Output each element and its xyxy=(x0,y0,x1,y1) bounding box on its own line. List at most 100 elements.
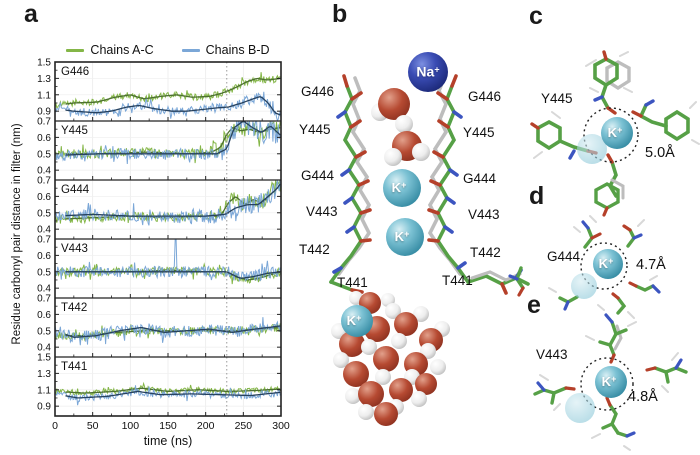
running-average-Chains B-D xyxy=(65,96,281,116)
y-tick-label: 0.5 xyxy=(37,267,51,278)
filter-distance-chart: 0.9 1.1 1.3 1.5 G446 0.4 0.5 0.6 0.7 Y445 0.4 0.5 0.… xyxy=(37,58,290,449)
na-ion-sphere xyxy=(408,52,448,92)
y-tick-label: 0.4 xyxy=(37,166,51,177)
panel-c-residue-label: Y445 xyxy=(541,91,573,106)
y-tick-label: 1.3 xyxy=(37,369,51,380)
y-tick-label: 1.5 xyxy=(37,353,51,364)
x-axis-label: time (ns) xyxy=(144,434,193,448)
panel-a-label: a xyxy=(24,0,38,28)
residue-label-left-g444: G444 xyxy=(301,168,335,183)
y-tick-label: 0.5 xyxy=(37,208,51,219)
y-tick-label: 1.1 xyxy=(37,90,51,101)
running-average-Chains B-D xyxy=(65,325,281,338)
series-Chains B-D xyxy=(54,238,282,283)
subplot-residue-label: T441 xyxy=(61,361,87,373)
filter-left-chain xyxy=(329,74,372,294)
panel-e-label: e xyxy=(527,291,541,319)
panel-e-residue-label: V443 xyxy=(536,347,568,362)
running-average-Chains B-D xyxy=(65,183,281,217)
k-ion-sphere-cavity xyxy=(341,305,373,337)
running-average-Chains B-D xyxy=(65,271,281,279)
y-tick-label: 0.9 xyxy=(37,107,51,118)
panel-e-coordination xyxy=(565,357,634,423)
k-ion-label-s2: K+ xyxy=(391,180,407,196)
residue-label-right-v443: V443 xyxy=(468,207,500,222)
legend-swatch-blue xyxy=(181,48,200,52)
residue-label-left-t441: T441 xyxy=(337,275,368,290)
running-average-Chains B-D xyxy=(65,390,281,399)
x-tick-label: 50 xyxy=(87,420,99,432)
panel-c-coordination xyxy=(577,107,639,164)
residue-label-right-y445: Y445 xyxy=(463,125,495,140)
series-Chains B-D xyxy=(54,317,282,346)
panel-d-sticks xyxy=(508,178,661,319)
panel-d-coordination xyxy=(571,242,628,299)
y-tick-label: 0.4 xyxy=(37,343,51,354)
y-tick-label: 0.4 xyxy=(37,225,51,236)
y-tick-label: 1.1 xyxy=(37,385,51,396)
chart-legend: Chains A-C Chains B-D xyxy=(55,43,281,57)
y-tick-label: 0.6 xyxy=(37,133,51,144)
residue-label-right-g446: G446 xyxy=(468,89,502,104)
y-tick-label: 0.5 xyxy=(37,326,51,337)
legend-label-chains-ac: Chains A-C xyxy=(90,43,154,57)
series-Chains B-D xyxy=(54,91,282,122)
y-tick-label: 0.7 xyxy=(37,235,51,246)
y-tick-label: 0.6 xyxy=(37,251,51,262)
running-average-Chains A-C xyxy=(65,387,281,394)
subplot-residue-label: Y445 xyxy=(61,125,88,137)
panel-c-label: c xyxy=(529,2,543,30)
residue-label-left-g446: G446 xyxy=(301,84,335,99)
y-tick-label: 0.4 xyxy=(37,284,51,295)
k-ion-sphere-s2 xyxy=(383,169,421,207)
running-average-Chains A-C xyxy=(65,77,281,105)
na-ion-label: Na+ xyxy=(416,63,440,80)
subplot-residue-label: G446 xyxy=(61,66,89,78)
panel-c-distance-label: 5.0Å xyxy=(645,145,675,161)
subplot-residue-label: T442 xyxy=(61,302,87,314)
y-tick-label: 1.3 xyxy=(37,74,51,85)
panel-b-label: b xyxy=(332,0,348,28)
x-tick-label: 250 xyxy=(235,420,253,432)
panel-d-residue-label: G444 xyxy=(547,249,581,264)
legend-item-chains-ac: Chains A-C xyxy=(66,43,154,57)
residue-label-right-g444: G444 xyxy=(463,171,497,186)
k-ion-label-s4: K+ xyxy=(394,229,410,245)
k-ion-label-cavity: K+ xyxy=(346,313,362,329)
y-tick-label: 0.7 xyxy=(37,176,51,187)
y-tick-label: 0.7 xyxy=(37,294,51,305)
y-tick-label: 0.6 xyxy=(37,310,51,321)
filter-right-chain xyxy=(427,74,530,295)
residue-label-right-t441: T441 xyxy=(442,273,473,288)
subplot-residue-label: G444 xyxy=(61,184,90,196)
panel-d-distance-label: 4.7Å xyxy=(636,257,666,273)
k-ion-sphere-s4 xyxy=(386,218,424,256)
x-tick-label: 200 xyxy=(197,420,215,432)
y-axis-label: Residue carbonyl pair distance in filter… xyxy=(11,123,23,345)
panel-e-distance-label: 4.8Å xyxy=(628,389,658,405)
y-tick-label: 0.7 xyxy=(37,117,51,128)
legend-label-chains-bd: Chains B-D xyxy=(205,43,270,57)
y-tick-label: 0.6 xyxy=(37,192,51,203)
y-tick-label: 0.5 xyxy=(37,149,51,160)
subplot-residue-label: V443 xyxy=(61,243,88,255)
x-tick-label: 150 xyxy=(159,420,177,432)
x-tick-label: 100 xyxy=(122,420,140,432)
residue-label-left-v443: V443 xyxy=(306,204,338,219)
k-ion-label-panel-e: K+ xyxy=(601,374,617,390)
series-Chains B-D xyxy=(54,179,282,226)
residue-label-left-t442: T442 xyxy=(299,242,330,257)
water-cluster-bottom xyxy=(331,291,450,426)
x-tick-label: 300 xyxy=(272,420,290,432)
residue-label-right-t442: T442 xyxy=(470,245,501,260)
y-tick-label: 1.5 xyxy=(37,58,51,69)
legend-item-chains-bd: Chains B-D xyxy=(181,43,270,57)
y-tick-label: 0.9 xyxy=(37,402,51,413)
water-molecules-top xyxy=(371,88,430,166)
x-tick-label: 0 xyxy=(52,420,58,432)
series-Chains A-C xyxy=(54,72,282,109)
residue-label-left-y445: Y445 xyxy=(299,122,331,137)
panel-d-label: d xyxy=(529,182,545,210)
